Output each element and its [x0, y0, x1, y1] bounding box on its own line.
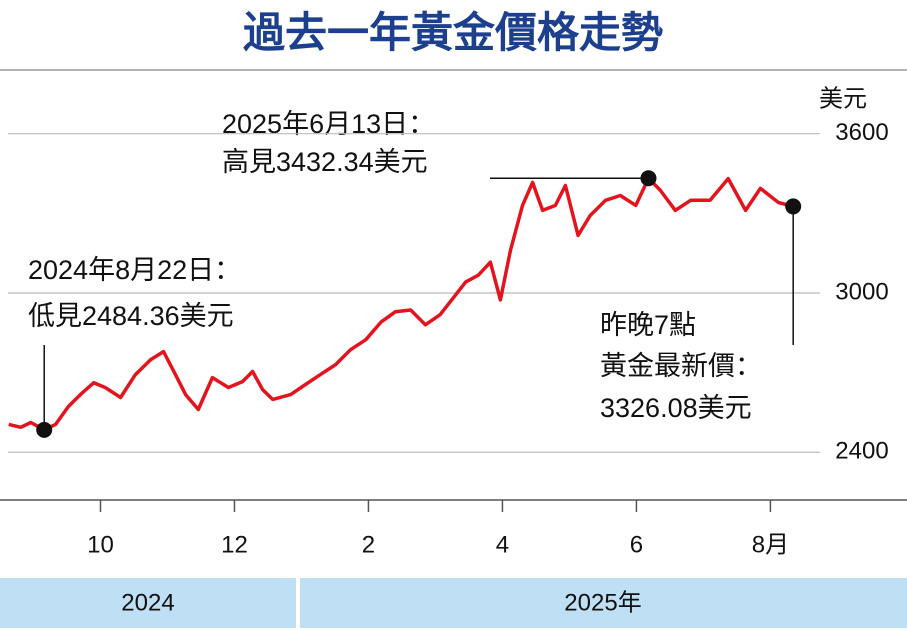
y-tick-label: 2400 — [835, 438, 888, 465]
year-band — [300, 578, 907, 628]
x-tick-label: 12 — [221, 531, 248, 558]
annotation: 3326.08美元 — [600, 393, 752, 423]
annotation: 2024年8月22日： — [28, 255, 241, 285]
x-tick-label: 8月 — [752, 531, 789, 558]
y-axis-label: 美元 — [819, 85, 867, 112]
point-marker — [640, 170, 657, 187]
year-label: 2024 — [121, 589, 174, 616]
annotation: 低見2484.36美元 — [28, 301, 234, 331]
price-line — [8, 176, 794, 432]
x-tick-label: 10 — [87, 531, 114, 558]
year-band — [0, 578, 296, 628]
y-tick-label: 3600 — [835, 119, 888, 146]
x-tick-label: 2 — [362, 531, 375, 558]
point-marker — [785, 198, 802, 215]
annotation: 黃金最新價： — [600, 351, 762, 381]
annotation: 2025年6月13日： — [222, 109, 435, 139]
x-tick-label: 4 — [496, 531, 509, 558]
year-label: 2025年 — [564, 589, 641, 616]
chart-title: 過去一年黃金價格走勢 — [243, 9, 663, 56]
annotation: 昨晚7點 — [600, 310, 696, 340]
y-tick-label: 3000 — [835, 278, 888, 305]
x-tick-label: 6 — [630, 531, 643, 558]
point-marker — [36, 421, 53, 438]
annotation: 高見3432.34美元 — [222, 147, 428, 177]
